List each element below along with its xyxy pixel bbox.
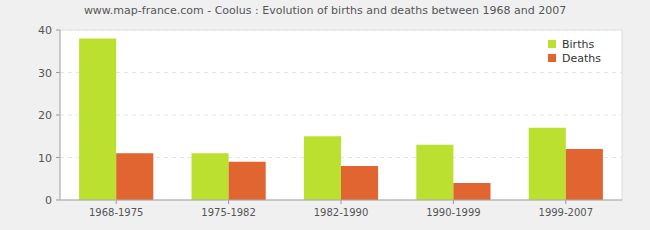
legend-swatch <box>548 54 556 62</box>
background <box>0 0 650 230</box>
x-tick <box>453 200 454 204</box>
legend: BirthsDeaths <box>540 32 614 72</box>
tick-mark <box>56 157 60 158</box>
legend-box <box>540 32 614 72</box>
chart-svg: www.map-france.com - Coolus : Evolution … <box>0 0 650 230</box>
bar <box>192 153 229 200</box>
tick-label: 0 <box>45 194 52 207</box>
grid-line <box>60 72 622 73</box>
tick-mark <box>56 115 60 116</box>
tick-label: 40 <box>38 24 52 37</box>
chart-container: www.map-france.com - Coolus : Evolution … <box>0 0 650 230</box>
x-tick <box>341 200 342 204</box>
tick-label: 20 <box>38 109 52 122</box>
x-tick <box>228 200 229 204</box>
bar <box>341 166 378 200</box>
legend-label: Deaths <box>562 52 601 65</box>
tick-label: 10 <box>38 152 52 165</box>
legend-swatch <box>548 40 556 48</box>
bar <box>529 128 566 200</box>
tick-mark <box>56 200 60 201</box>
y-axis <box>60 30 61 200</box>
x-tick <box>565 200 566 204</box>
bar <box>453 183 490 200</box>
bars <box>79 39 603 201</box>
x-axis <box>60 200 622 201</box>
tick-mark <box>56 72 60 73</box>
bar <box>79 39 116 201</box>
category-label: 1968-1975 <box>89 207 144 218</box>
grid-line <box>60 30 622 31</box>
title: www.map-france.com - Coolus : Evolution … <box>84 4 566 17</box>
category-label: 1999-2007 <box>539 207 594 218</box>
bar <box>416 145 453 200</box>
bar <box>566 149 603 200</box>
bar <box>304 136 341 200</box>
category-label: 1975-1982 <box>201 207 256 218</box>
category-label: 1990-1999 <box>426 207 481 218</box>
tick-label: 30 <box>38 67 52 80</box>
tick-mark <box>56 30 60 31</box>
category-label: 1982-1990 <box>314 207 369 218</box>
x-tick <box>116 200 117 204</box>
bar <box>229 162 266 200</box>
legend-label: Births <box>562 38 594 51</box>
plot-area <box>60 30 622 200</box>
grid-line <box>60 200 622 201</box>
grid-line <box>60 115 622 116</box>
bar <box>116 153 153 200</box>
